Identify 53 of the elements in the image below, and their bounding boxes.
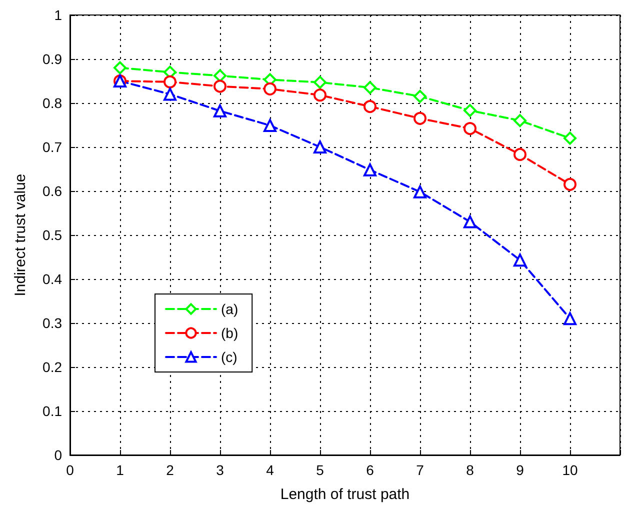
x-tick-label: 5 bbox=[316, 462, 324, 478]
point bbox=[214, 104, 226, 118]
point bbox=[164, 75, 176, 88]
point bbox=[364, 100, 376, 114]
point bbox=[464, 104, 476, 117]
y-tick-label: 0.4 bbox=[42, 271, 62, 287]
point bbox=[464, 122, 476, 136]
point bbox=[264, 118, 276, 132]
point bbox=[264, 82, 276, 96]
point bbox=[414, 90, 426, 103]
y-tick-label: 0.3 bbox=[42, 315, 62, 331]
y-tick-label: 0.8 bbox=[42, 95, 62, 111]
point bbox=[464, 215, 476, 228]
x-tick-label: 7 bbox=[416, 462, 424, 478]
legend-label: (b) bbox=[221, 325, 238, 341]
point bbox=[314, 76, 326, 89]
x-tick-label: 1 bbox=[116, 462, 124, 478]
point bbox=[564, 132, 576, 145]
point bbox=[414, 112, 426, 125]
y-tick-label: 0.2 bbox=[42, 359, 62, 375]
x-tick-label: 3 bbox=[216, 462, 224, 478]
x-tick-label: 2 bbox=[166, 462, 174, 478]
point bbox=[414, 185, 426, 198]
y-tick-label: 0.5 bbox=[42, 227, 62, 243]
y-tick-label: 0.9 bbox=[42, 51, 62, 67]
legend-label: (a) bbox=[221, 301, 238, 317]
point bbox=[114, 61, 126, 74]
point bbox=[514, 114, 526, 128]
x-tick-label: 9 bbox=[516, 462, 524, 478]
y-tick-label: 0.1 bbox=[42, 403, 62, 419]
x-tick-label: 4 bbox=[266, 462, 274, 478]
point bbox=[564, 178, 576, 191]
x-axis-title: Length of trust path bbox=[280, 486, 410, 503]
point bbox=[214, 80, 226, 93]
point bbox=[514, 254, 526, 267]
point bbox=[364, 163, 376, 176]
point bbox=[164, 88, 176, 101]
x-tick-label: 0 bbox=[66, 462, 74, 478]
point bbox=[314, 140, 326, 154]
legend-label: (c) bbox=[221, 349, 238, 365]
y-axis-title: Indirect trust value bbox=[12, 174, 29, 296]
y-tick-label: 1 bbox=[54, 7, 62, 23]
point bbox=[314, 88, 326, 102]
y-tick-label: 0 bbox=[54, 447, 62, 463]
point bbox=[564, 312, 576, 326]
x-tick-label: 8 bbox=[466, 462, 474, 478]
x-tick-label: 10 bbox=[562, 462, 578, 478]
x-tick-label: 6 bbox=[366, 462, 374, 478]
point bbox=[364, 81, 376, 94]
point bbox=[214, 69, 226, 82]
y-tick-label: 0.7 bbox=[42, 139, 62, 155]
y-tick-label: 0.6 bbox=[42, 183, 62, 199]
point bbox=[514, 148, 526, 161]
